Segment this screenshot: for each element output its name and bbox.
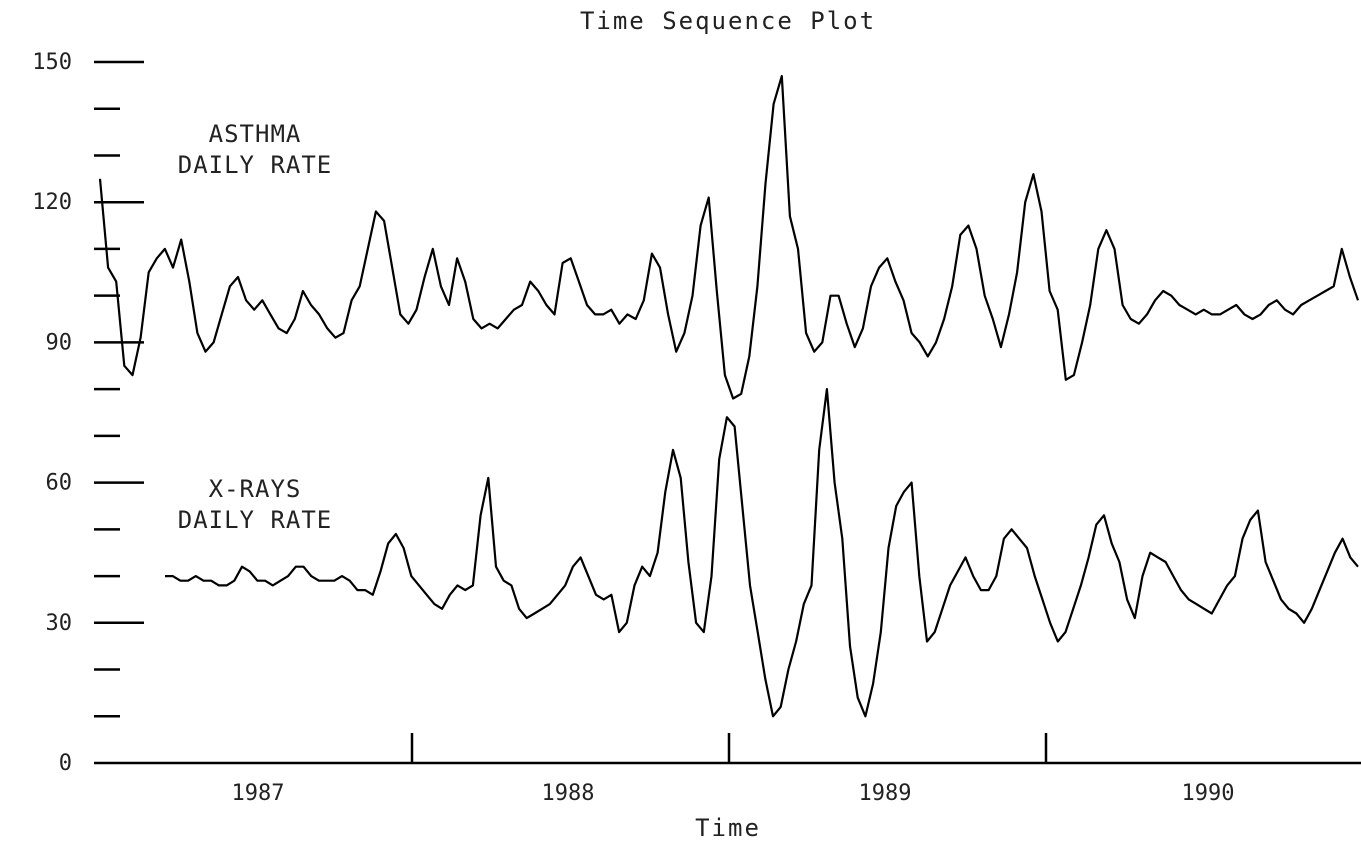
chart-title: Time Sequence Plot bbox=[580, 7, 876, 35]
x-axis: 1987 1988 1989 1990 bbox=[94, 733, 1361, 806]
series-label-xrays: X-RAYS DAILY RATE bbox=[178, 475, 333, 534]
series-label-xrays-line2: DAILY RATE bbox=[178, 506, 333, 534]
y-tick-label: 60 bbox=[46, 471, 73, 496]
x-tick-label: 1987 bbox=[232, 781, 285, 806]
series-label-xrays-line1: X-RAYS bbox=[209, 475, 302, 503]
y-tick-label: 90 bbox=[46, 330, 73, 355]
x-tick-label: 1990 bbox=[1182, 781, 1235, 806]
y-tick-label: 120 bbox=[32, 190, 72, 215]
y-tick-label: 150 bbox=[32, 50, 72, 75]
y-tick-label: 30 bbox=[46, 611, 73, 636]
y-axis: 0 30 60 90 120 150 bbox=[32, 50, 144, 776]
series-label-asthma-line1: ASTHMA bbox=[209, 120, 302, 148]
series-label-asthma-line2: DAILY RATE bbox=[178, 151, 333, 179]
series-label-asthma: ASTHMA DAILY RATE bbox=[178, 120, 333, 179]
y-tick-label: 0 bbox=[59, 751, 72, 776]
series-line-xrays bbox=[165, 388, 1359, 718]
x-tick-label: 1988 bbox=[542, 781, 595, 806]
x-axis-title: Time bbox=[695, 814, 761, 841]
series-line-asthma bbox=[98, 74, 1360, 400]
x-tick-label: 1989 bbox=[859, 781, 912, 806]
